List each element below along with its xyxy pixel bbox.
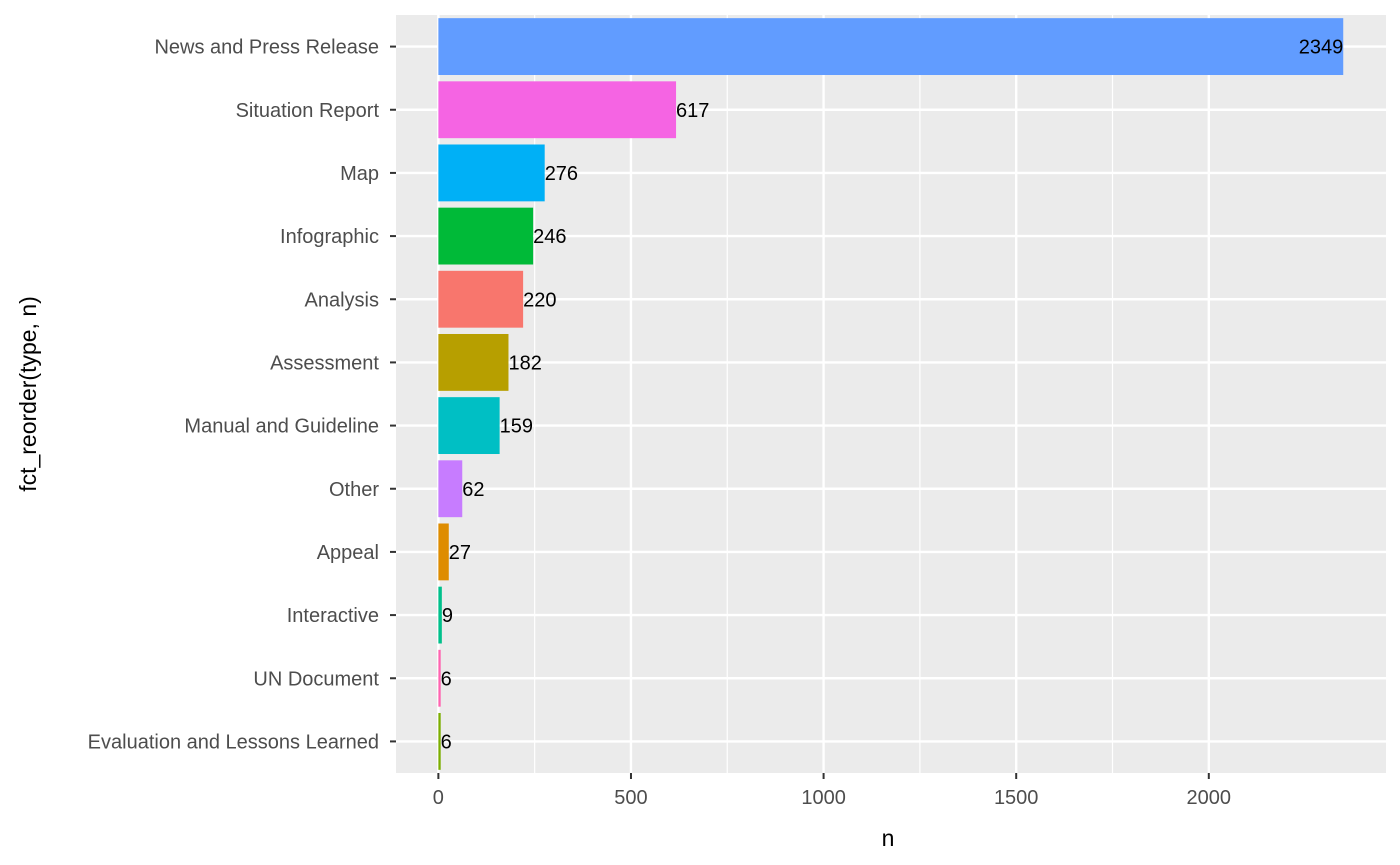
bar bbox=[438, 18, 1344, 76]
x-tick-label: 1000 bbox=[801, 787, 846, 809]
bar-value-label: 2349 bbox=[1299, 37, 1344, 59]
y-tick-label: Appeal bbox=[317, 542, 379, 564]
plot-panel bbox=[396, 15, 1386, 773]
bar bbox=[438, 333, 509, 391]
x-axis: 0 500 1000 1500 2000 bbox=[433, 773, 1231, 809]
y-tick-label: Other bbox=[329, 479, 379, 501]
y-tick-label: Assessment bbox=[270, 352, 379, 374]
bar bbox=[438, 586, 442, 644]
bars bbox=[438, 18, 1344, 770]
bar bbox=[438, 460, 463, 518]
y-tick-label: Infographic bbox=[280, 226, 379, 248]
x-tick-label: 1500 bbox=[994, 787, 1039, 809]
bar bbox=[438, 270, 524, 328]
y-tick-label: Interactive bbox=[287, 605, 379, 627]
bar bbox=[438, 144, 545, 202]
y-tick-label: UN Document bbox=[253, 668, 379, 690]
bar-value-label: 62 bbox=[462, 479, 484, 501]
bar bbox=[438, 649, 441, 707]
bar-value-label: 6 bbox=[441, 731, 452, 753]
bar bbox=[438, 81, 677, 139]
y-tick-label: Analysis bbox=[305, 289, 379, 311]
y-tick-label: Situation Report bbox=[236, 100, 380, 122]
minor-gridlines bbox=[534, 15, 1114, 773]
bar bbox=[438, 397, 500, 455]
bar bbox=[438, 523, 449, 581]
y-axis-title: fct_reorder(type, n) bbox=[15, 296, 41, 492]
x-tick-label: 500 bbox=[614, 787, 647, 809]
x-tick-label: 2000 bbox=[1187, 787, 1232, 809]
bar-value-label: 617 bbox=[676, 100, 709, 122]
y-tick-label: Map bbox=[340, 163, 379, 185]
bar-value-label: 220 bbox=[523, 289, 556, 311]
bar-value-label: 9 bbox=[442, 605, 453, 627]
bar-value-label: 159 bbox=[500, 416, 533, 438]
y-tick-label: Manual and Guideline bbox=[184, 416, 379, 438]
bar-value-label: 6 bbox=[441, 668, 452, 690]
x-axis-title: n bbox=[882, 825, 895, 851]
y-tick-label: Evaluation and Lessons Learned bbox=[88, 731, 379, 753]
x-tick-label: 0 bbox=[433, 787, 444, 809]
bar bbox=[438, 207, 534, 265]
bar-value-label: 276 bbox=[545, 163, 578, 185]
bar-value-label: 182 bbox=[508, 352, 541, 374]
y-axis: News and Press Release Situation Report Ma… bbox=[88, 37, 396, 753]
data-labels: 2349 617 276 246 220 182 159 62 27 9 6 6 bbox=[441, 37, 1344, 754]
bar bbox=[438, 712, 441, 770]
y-tick-label: News and Press Release bbox=[154, 37, 379, 59]
bar-value-label: 246 bbox=[533, 226, 566, 248]
bar-value-label: 27 bbox=[449, 542, 471, 564]
